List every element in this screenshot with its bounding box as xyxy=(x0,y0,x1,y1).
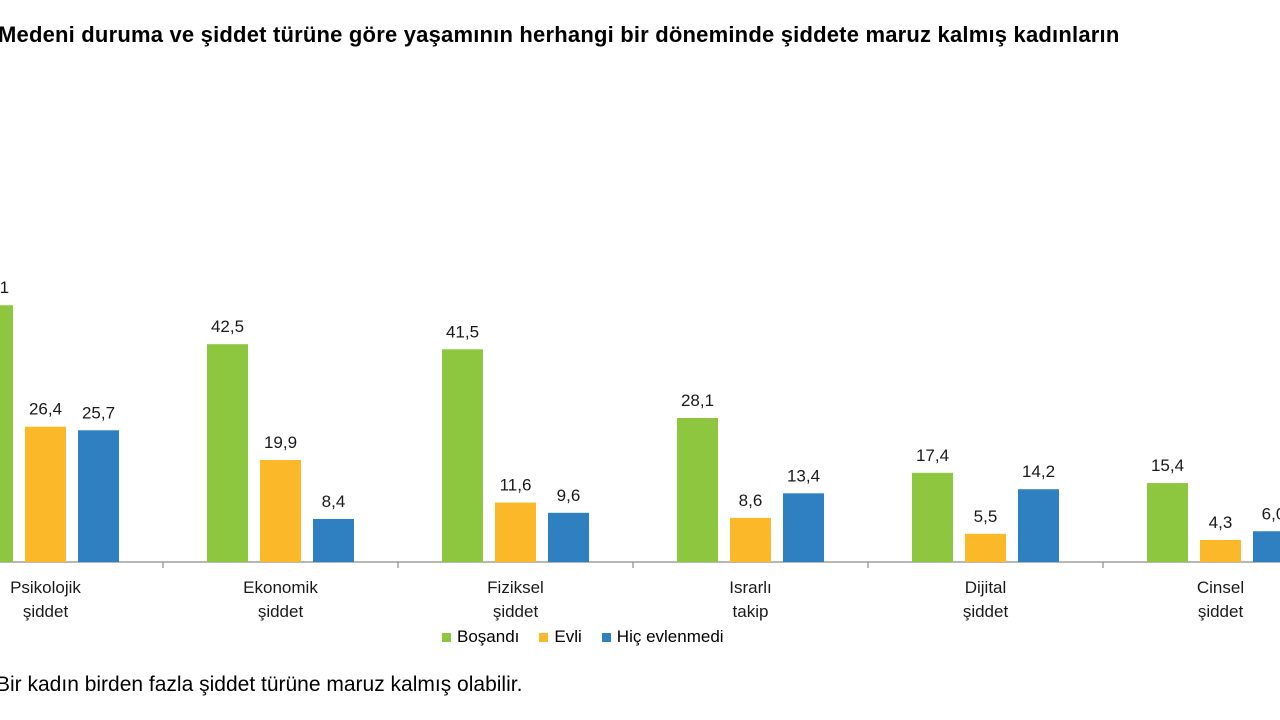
category-label: Dijital xyxy=(965,578,1007,597)
category-label: Fiziksel xyxy=(487,578,544,597)
value-label: 28,1 xyxy=(681,391,714,410)
bar-evli xyxy=(965,533,1006,562)
chart-title: Medeni duruma ve şiddet türüne göre yaşa… xyxy=(0,22,1120,47)
value-label: 17,4 xyxy=(916,446,949,465)
category-label: şiddet xyxy=(1198,602,1244,621)
category-label: takip xyxy=(733,602,769,621)
category-label: şiddet xyxy=(493,602,539,621)
value-label: 5,5 xyxy=(974,507,998,526)
footnote: Bir kadın birden fazla şiddet türüne mar… xyxy=(0,673,523,696)
category-label: Cinsel xyxy=(1197,578,1244,597)
category-label: şiddet xyxy=(23,602,69,621)
legend-swatch-evli xyxy=(539,632,549,642)
bar-bosandi xyxy=(912,472,953,562)
category-label: Psikolojik xyxy=(10,578,81,597)
value-label: 42,5 xyxy=(211,317,244,336)
chart-legend: Boşandı Evli Hiç evlenmedi xyxy=(442,627,724,647)
legend-label-hic-evlenmedi: Hiç evlenmedi xyxy=(616,627,724,646)
value-label: 9,6 xyxy=(557,486,581,505)
bar-bosandi xyxy=(442,349,483,562)
value-label: 14,2 xyxy=(1022,462,1055,481)
legend-swatch-bosandi xyxy=(442,632,451,642)
value-label: 15,4 xyxy=(1151,456,1184,475)
bar-hic-evlenmedi xyxy=(1018,489,1059,562)
category-label: Ekonomik xyxy=(243,578,318,597)
bar-hic-evlenmedi xyxy=(1253,531,1280,562)
bar-evli xyxy=(260,460,301,562)
category-label: şiddet xyxy=(258,602,304,621)
category-label: şiddet xyxy=(963,602,1009,621)
legend-item-hic-evlenmedi: Hiç evlenmedi xyxy=(601,627,724,647)
bar-hic-evlenmedi xyxy=(783,493,824,562)
bar-bosandi xyxy=(1147,483,1188,562)
bar-bosandi xyxy=(207,344,248,562)
legend-item-evli: Evli xyxy=(539,627,582,647)
value-label: 13,4 xyxy=(787,466,820,485)
value-label: 25,7 xyxy=(82,403,115,422)
value-label: 6,0 xyxy=(1262,504,1280,523)
bar-bosandi xyxy=(0,305,13,562)
value-label: 50,1 xyxy=(0,278,9,297)
bar-hic-evlenmedi xyxy=(78,430,119,562)
bar-evli xyxy=(495,502,536,562)
value-label: 11,6 xyxy=(500,476,532,495)
value-label: 26,4 xyxy=(29,400,62,419)
value-label: 19,9 xyxy=(264,433,297,452)
legend-swatch-hic-evlenmedi xyxy=(601,632,611,642)
value-label: 41,5 xyxy=(446,322,479,341)
value-label: 4,3 xyxy=(1209,513,1233,532)
bar-hic-evlenmedi xyxy=(313,518,354,562)
value-label: 8,6 xyxy=(739,491,763,510)
legend-item-bosandi: Boşandı xyxy=(442,627,519,647)
bar-evli xyxy=(730,517,771,562)
value-label: 8,4 xyxy=(322,492,346,511)
bar-evli xyxy=(25,426,66,562)
legend-label-evli: Evli xyxy=(554,627,582,646)
bar-bosandi xyxy=(677,417,718,562)
legend-label-bosandi: Boşandı xyxy=(457,627,520,646)
bar-evli xyxy=(1200,539,1241,562)
bar-hic-evlenmedi xyxy=(548,512,589,562)
category-label: Israrlı xyxy=(729,578,772,597)
